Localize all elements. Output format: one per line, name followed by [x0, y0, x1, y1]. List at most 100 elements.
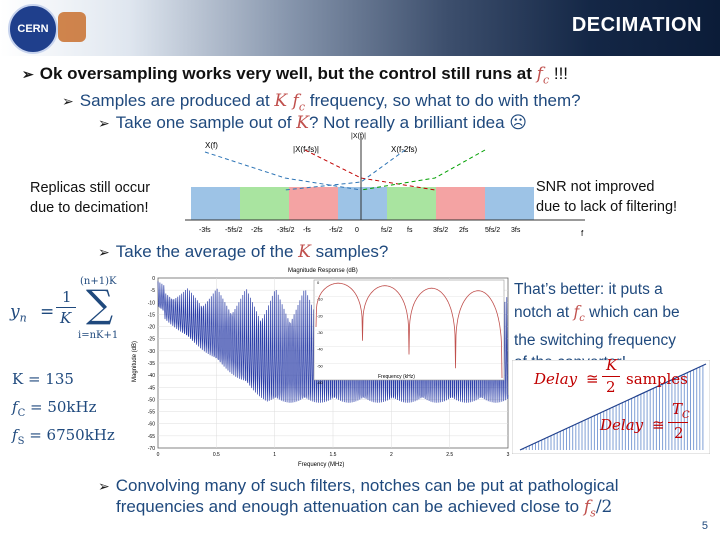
spectrum-tick-label: -fs — [303, 227, 311, 234]
delay-2-approx: ≅ — [652, 416, 665, 434]
bullet-5-text-b: frequencies and enough attenuation can b… — [116, 497, 580, 516]
spectrum-tick-label: -2fs — [251, 227, 263, 234]
magnitude-response-plot: Magnitude Response (dB) Frequency (MHz) … — [128, 262, 514, 472]
plot-ylabel: Magnitude (dB) — [132, 341, 138, 382]
y-tick-label: 0 — [152, 276, 155, 282]
delay-1-den: 2 — [606, 378, 616, 396]
bullet-arrow-icon: ➢ — [98, 244, 110, 260]
formula-frac-line — [56, 307, 76, 308]
bullet-4: ➢ Take the average of the K samples? — [98, 242, 388, 262]
bullet-4-symbol: K — [298, 242, 311, 262]
delay-bars — [522, 365, 704, 450]
replica-spectrum-diagram: X(f) |X(f-fs)| X(f-2fs) |X(f)| f -3fs -5f… — [185, 133, 585, 238]
delay-2-num: TC — [672, 400, 690, 421]
inset-tick-label: -60 — [317, 380, 324, 385]
spectrum-tick-label: 3fs — [511, 227, 521, 234]
plot-yticks: 0 -5 -10 -15 -20 -25 -30 -35 -40 -45 -50 -55 -60 -65 -… — [148, 276, 324, 452]
inset-tick-label: -20 — [317, 313, 324, 318]
delay-2-den: 2 — [674, 424, 684, 442]
spectrum-band — [485, 187, 534, 220]
inset-tick-label: -50 — [317, 363, 324, 368]
y-tick-label: -45 — [148, 385, 155, 391]
spectrum-band — [387, 187, 436, 220]
note-replicas: Replicas still occur due to decimation! — [30, 178, 150, 218]
x-tick-label: 0 — [157, 452, 160, 458]
fs: f — [12, 426, 18, 444]
bullet-3: ➢ Take one sample out of K? Not really a … — [98, 113, 527, 133]
bullet-1-text: Ok oversampling works very well, but the… — [39, 64, 532, 83]
fs-sub: S — [17, 436, 25, 447]
yn: y — [10, 302, 20, 322]
sad-face-icon: ☹ — [509, 113, 528, 132]
spectrum-tick-label: fs/2 — [381, 227, 392, 234]
replica-line-1 — [204, 151, 362, 191]
replica-line-3 — [284, 149, 406, 191]
badge-icon — [58, 12, 86, 42]
slide-title: DECIMATION — [571, 14, 702, 36]
spectrum-tick-label: 0 — [355, 227, 359, 234]
sum-icon: ∑ — [86, 282, 114, 326]
x-tick-label: 3 — [507, 452, 510, 458]
formula-sum-top: (n+1)K — [80, 276, 117, 287]
inset-xlabel: Frequency (kHz) — [378, 374, 415, 380]
page-number: 5 — [701, 520, 708, 532]
spectrum-band — [191, 187, 240, 220]
label-xf-fs: |X(f-fs)| — [293, 145, 319, 154]
b5-f: f — [583, 497, 591, 517]
spectrum-bands — [191, 187, 534, 220]
better-2a: notch at — [514, 304, 570, 321]
spectrum-band — [338, 187, 387, 220]
delay-plot — [512, 360, 710, 454]
bullet-2-symbol: K fc — [274, 91, 305, 114]
bullet-2: ➢ Samples are produced at K fc frequency,… — [62, 91, 581, 117]
formula-one: 1 — [62, 288, 72, 306]
bullet-4-text-b: samples? — [315, 242, 389, 261]
inset-tick-label: -40 — [317, 347, 324, 352]
label-f: f — [581, 229, 584, 238]
spectrum-tick-label: 5fs/2 — [485, 227, 500, 234]
sym-sub: c — [298, 100, 305, 114]
bullet-5-symbol: fs — [583, 497, 596, 519]
fc-sub: C — [17, 408, 26, 419]
bullet-1-end: !!! — [553, 64, 569, 83]
delay-1-frac-line — [602, 376, 620, 377]
note-snr-line-1: SNR not improved — [536, 179, 655, 195]
replica-line-2 — [304, 149, 436, 191]
spectrum-tick-label: -5fs/2 — [225, 227, 243, 234]
spectrum-tick-label: 3fs/2 — [433, 227, 448, 234]
y-tick-label: -20 — [148, 325, 155, 331]
note-snr-line-2: due to lack of filtering! — [536, 199, 678, 215]
plot-title: Magnitude Response (dB) — [288, 268, 358, 274]
spectrum-tick-label: -3fs — [199, 227, 211, 234]
delay-2-frac-line — [668, 422, 688, 423]
better-f: f — [573, 303, 580, 321]
note-snr: SNR not improved due to lack of filterin… — [536, 177, 677, 217]
fc-val: = 50kHz — [30, 398, 97, 416]
bullet-arrow-icon: ➢ — [22, 66, 34, 82]
yn-sub: n — [19, 311, 27, 325]
y-tick-label: -25 — [148, 337, 155, 343]
average-formula: yn = 1 K (n+1)K ∑ i=nK+1 xi — [10, 276, 143, 346]
bullet-2-text-a: Samples are produced at — [79, 91, 270, 110]
formula-eq: = — [40, 302, 55, 322]
note-replicas-line-1: Replicas still occur — [30, 180, 151, 196]
label-xf: X(f) — [205, 141, 218, 150]
y-tick-label: -35 — [148, 361, 155, 367]
formula-sum-bot: i=nK+1 — [78, 330, 119, 341]
y-tick-label: -15 — [148, 312, 155, 318]
sym-sub: c — [542, 73, 550, 87]
better-line-1: That’s better: it puts a — [514, 281, 663, 298]
bullet-5-text-a: Convolving many of such filters, notches… — [115, 476, 619, 495]
y-tick-label: -65 — [148, 434, 155, 440]
better-line-3: the switching frequency — [514, 332, 676, 350]
cern-logo: CERN — [8, 4, 58, 54]
delay-1-label: Delay — [534, 370, 578, 388]
y-tick-label: -5 — [151, 288, 156, 294]
better-line-2: notch at fc which can be — [514, 301, 680, 330]
x-tick-label: 0.5 — [213, 452, 220, 458]
note-replicas-line-2: due to decimation! — [30, 200, 149, 216]
inset-tick-label: -30 — [317, 330, 324, 335]
bullet-1: ➢ Ok oversampling works very well, but th… — [22, 64, 568, 90]
delay-2-sub: C — [682, 410, 690, 421]
plot-xlabel: Frequency (MHz) — [298, 462, 344, 468]
